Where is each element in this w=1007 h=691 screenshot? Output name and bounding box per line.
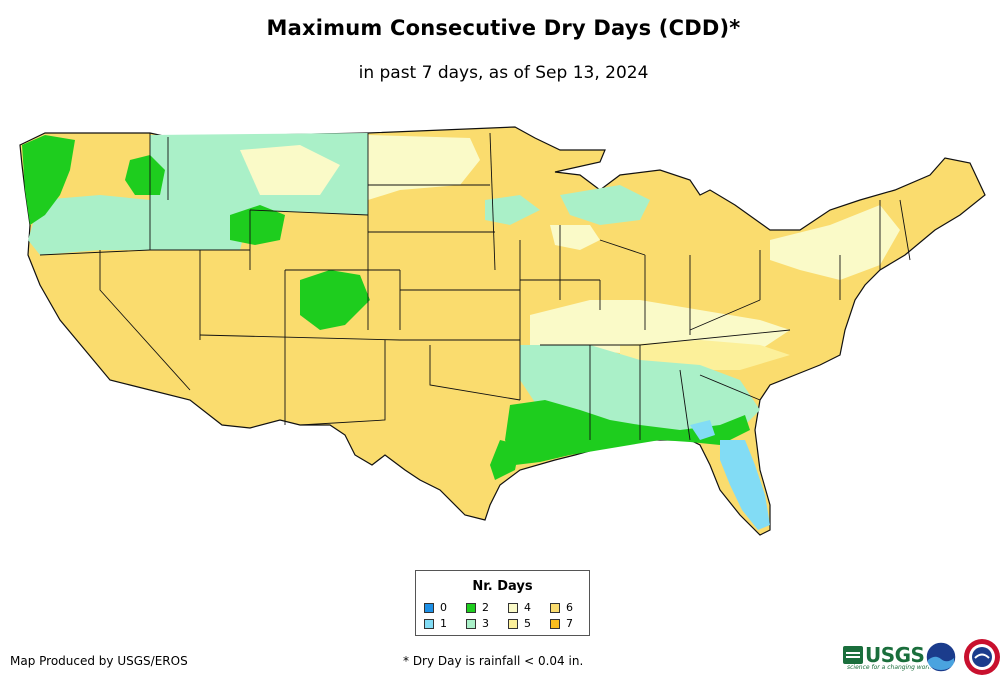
legend-swatch bbox=[508, 618, 518, 629]
legend-item: 2 bbox=[466, 601, 489, 614]
usgs-wordmark: USGS bbox=[865, 643, 925, 667]
wet-wyoming bbox=[230, 205, 285, 245]
legend-swatch bbox=[424, 618, 434, 629]
legend-swatch bbox=[466, 618, 476, 629]
legend-label: 5 bbox=[524, 617, 531, 630]
wet-washington-coast bbox=[22, 135, 75, 225]
legend-item: 4 bbox=[508, 601, 531, 614]
noaa-logo bbox=[925, 641, 957, 673]
region-upper-midwest bbox=[560, 185, 650, 225]
wet-east-texas bbox=[490, 440, 520, 480]
legend-label: 7 bbox=[566, 617, 573, 630]
legend-item: 7 bbox=[550, 617, 573, 630]
wet-florida-east-1day bbox=[690, 420, 715, 440]
legend-swatch bbox=[466, 602, 476, 613]
legend-swatch bbox=[550, 602, 560, 613]
legend-swatch bbox=[508, 602, 518, 613]
region-northeast bbox=[770, 205, 900, 280]
usgs-logo: USGS bbox=[843, 643, 925, 667]
legend-item: 3 bbox=[466, 617, 489, 630]
legend-label: 1 bbox=[440, 617, 447, 630]
legend-item: 1 bbox=[424, 617, 447, 630]
legend-item: 6 bbox=[550, 601, 573, 614]
legend-swatch bbox=[550, 618, 560, 629]
legend-item: 5 bbox=[508, 617, 531, 630]
wet-gulf-coast bbox=[505, 400, 750, 465]
state-borders bbox=[39, 132, 911, 441]
region-montana-dry bbox=[240, 145, 340, 195]
map-credit: Map Produced by USGS/EROS bbox=[10, 654, 188, 668]
cdd-map bbox=[19, 126, 986, 536]
region-ndakota bbox=[368, 135, 480, 200]
legend-item: 0 bbox=[424, 601, 447, 614]
map-title: Maximum Consecutive Dry Days (CDD)* bbox=[266, 16, 741, 40]
usgs-tagline: science for a changing world bbox=[847, 664, 934, 671]
wet-florida-1day bbox=[720, 440, 770, 530]
wet-idaho-panhandle bbox=[125, 155, 165, 195]
legend-label: 0 bbox=[440, 601, 447, 614]
usgs-wave-icon bbox=[843, 646, 863, 664]
legend-label: 6 bbox=[566, 601, 573, 614]
map-subtitle: in past 7 days, as of Sep 13, 2024 bbox=[358, 63, 649, 83]
nws-logo bbox=[964, 639, 1000, 675]
map-legend: Nr. Days 0 1 2 3 4 5 6 7 bbox=[415, 570, 590, 636]
legend-label: 3 bbox=[482, 617, 489, 630]
wet-colorado bbox=[300, 270, 370, 330]
region-pnw-cool bbox=[28, 195, 150, 255]
legend-label: 4 bbox=[524, 601, 531, 614]
map-footnote: * Dry Day is rainfall < 0.04 in. bbox=[403, 654, 584, 668]
legend-swatch bbox=[424, 602, 434, 613]
region-mn-cool bbox=[485, 195, 540, 225]
legend-title: Nr. Days bbox=[472, 579, 533, 594]
legend-label: 2 bbox=[482, 601, 489, 614]
region-wisconsin bbox=[550, 225, 600, 250]
